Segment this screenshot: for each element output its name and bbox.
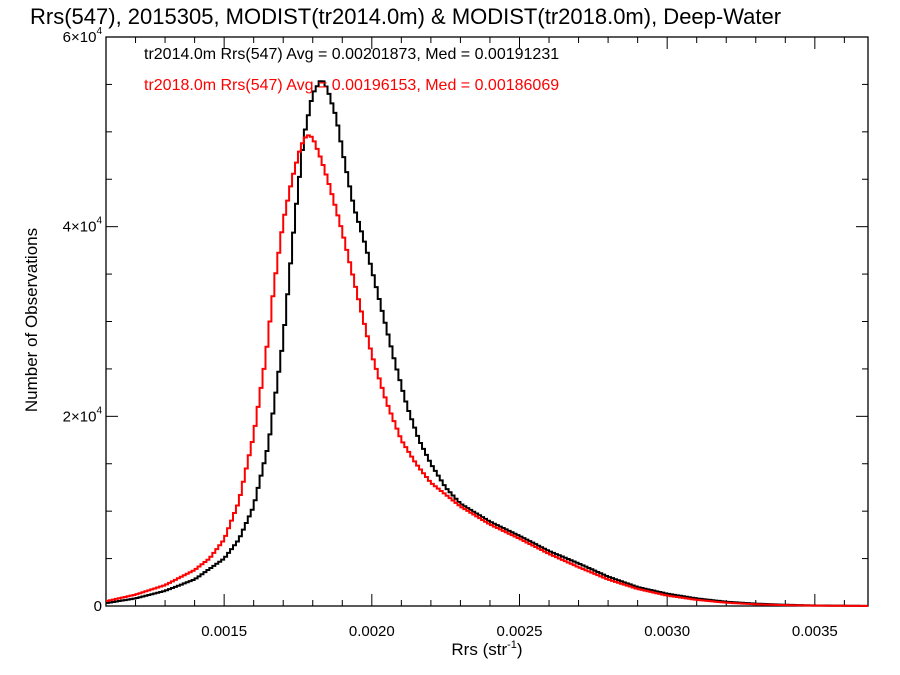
y-tick-label: 6×104 bbox=[63, 26, 103, 46]
y-tick-label: 4×104 bbox=[63, 216, 103, 236]
x-tick-label: 0.0015 bbox=[201, 623, 247, 640]
x-tick-label: 0.0025 bbox=[497, 623, 543, 640]
x-tick-label: 0.0035 bbox=[792, 623, 838, 640]
y-tick-label: 0 bbox=[94, 598, 102, 615]
chart-title: Rrs(547), 2015305, MODIST(tr2014.0m) & M… bbox=[30, 4, 781, 29]
legend-label-tr2018: tr2018.0m Rrs(547) Avg = 0.00196153, Med… bbox=[144, 77, 559, 94]
x-axis-label: Rrs (str-1) bbox=[451, 639, 522, 659]
x-axis-label-close: ) bbox=[517, 640, 523, 659]
x-tick-label: 0.0020 bbox=[349, 623, 395, 640]
legend-label-tr2014: tr2014.0m Rrs(547) Avg = 0.00201873, Med… bbox=[144, 46, 559, 63]
y-axis-label: Number of Observations bbox=[22, 228, 41, 412]
series-line-tr2018.0m bbox=[106, 134, 868, 607]
y-tick-label: 2×104 bbox=[63, 405, 103, 425]
x-tick-label: 0.0030 bbox=[644, 623, 690, 640]
x-axis-label-main: Rrs (str bbox=[451, 640, 507, 659]
x-axis-label-sup: -1 bbox=[507, 639, 517, 651]
series-line-tr2014.0m bbox=[106, 80, 868, 607]
